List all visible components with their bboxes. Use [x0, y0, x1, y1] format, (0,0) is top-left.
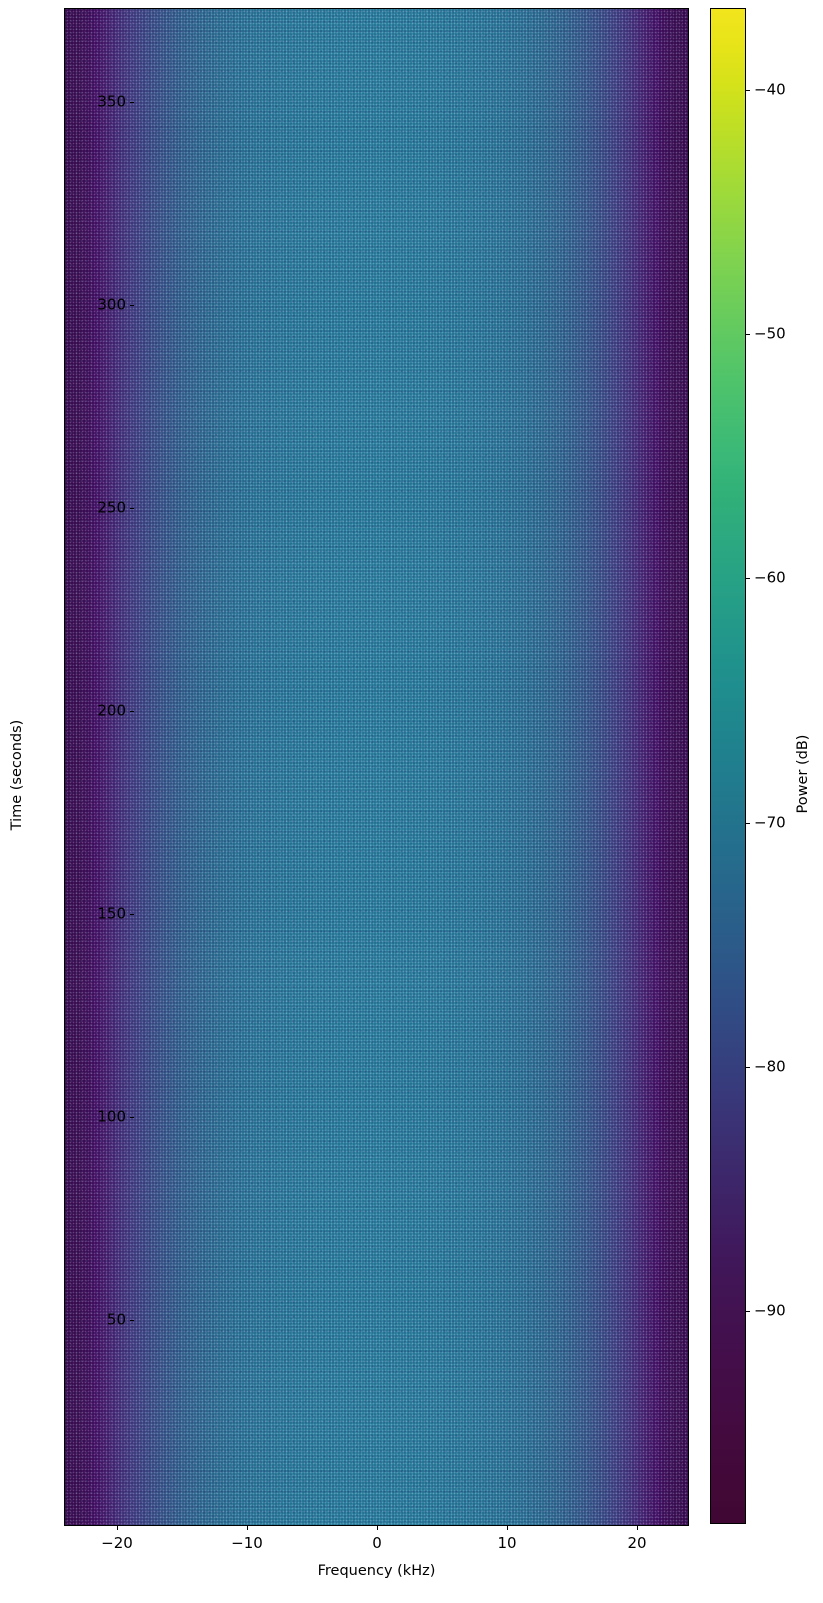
x-tick-mark	[247, 1526, 248, 1530]
colorbar-tick-mark	[746, 90, 750, 91]
colorbar-tick-label: −50	[754, 324, 786, 343]
y-tick-label: 50	[106, 1310, 126, 1329]
y-tick-label: 250	[97, 498, 126, 517]
colorbar-tick-mark	[746, 578, 750, 579]
y-tick-label: 100	[97, 1107, 126, 1126]
x-tick-label: 10	[497, 1534, 517, 1552]
y-tick-label: 350	[97, 92, 126, 111]
y-tick-label: 200	[97, 701, 126, 720]
noise-speckle-layer-3	[65, 9, 688, 1525]
spectrogram-axes[interactable]	[64, 8, 689, 1526]
colorbar-gradient	[711, 9, 745, 1523]
y-tick-mark	[130, 305, 134, 306]
x-tick-label: 20	[627, 1534, 647, 1552]
y-axis-title-container: Time (seconds)	[8, 8, 26, 1526]
colorbar-tick-label: −90	[754, 1301, 786, 1320]
y-tick-mark	[130, 914, 134, 915]
x-tick-label: −10	[231, 1534, 263, 1552]
x-tick-mark	[117, 1526, 118, 1530]
y-tick-label: 150	[97, 904, 126, 923]
colorbar-tick-mark	[746, 1067, 750, 1068]
colorbar[interactable]	[710, 8, 746, 1524]
colorbar-title: Power (dB)	[795, 734, 811, 814]
noise-speckle-layer-1	[65, 9, 688, 1525]
temporal-variation-layer	[65, 9, 688, 1525]
noise-speckle-layer-2	[65, 9, 688, 1525]
x-tick-label: 0	[372, 1534, 382, 1552]
colorbar-title-container: Power (dB)	[794, 8, 812, 1524]
x-axis-title: Frequency (kHz)	[317, 1563, 436, 1579]
spectrogram-mesh	[65, 9, 688, 1525]
y-tick-mark	[130, 508, 134, 509]
x-tick-label: −20	[101, 1534, 133, 1552]
colorbar-tick-label: −60	[754, 568, 786, 587]
y-tick-label: 300	[97, 295, 126, 314]
x-tick-mark	[637, 1526, 638, 1530]
x-tick-mark	[507, 1526, 508, 1530]
colorbar-tick-mark	[746, 823, 750, 824]
colorbar-tick-mark	[746, 1311, 750, 1312]
y-tick-mark	[130, 102, 134, 103]
colorbar-tick-label: −80	[754, 1057, 786, 1076]
colorbar-tick-mark	[746, 334, 750, 335]
colorbar-tick-label: −70	[754, 813, 786, 832]
y-tick-mark	[130, 1117, 134, 1118]
spectral-band-gradient	[65, 9, 688, 1525]
colorbar-tick-label: −40	[754, 80, 786, 99]
x-tick-mark	[377, 1526, 378, 1530]
y-axis-title: Time (seconds)	[9, 719, 25, 831]
y-tick-mark	[130, 1320, 134, 1321]
y-tick-mark	[130, 711, 134, 712]
noise-speckle-layer-4	[65, 9, 688, 1525]
